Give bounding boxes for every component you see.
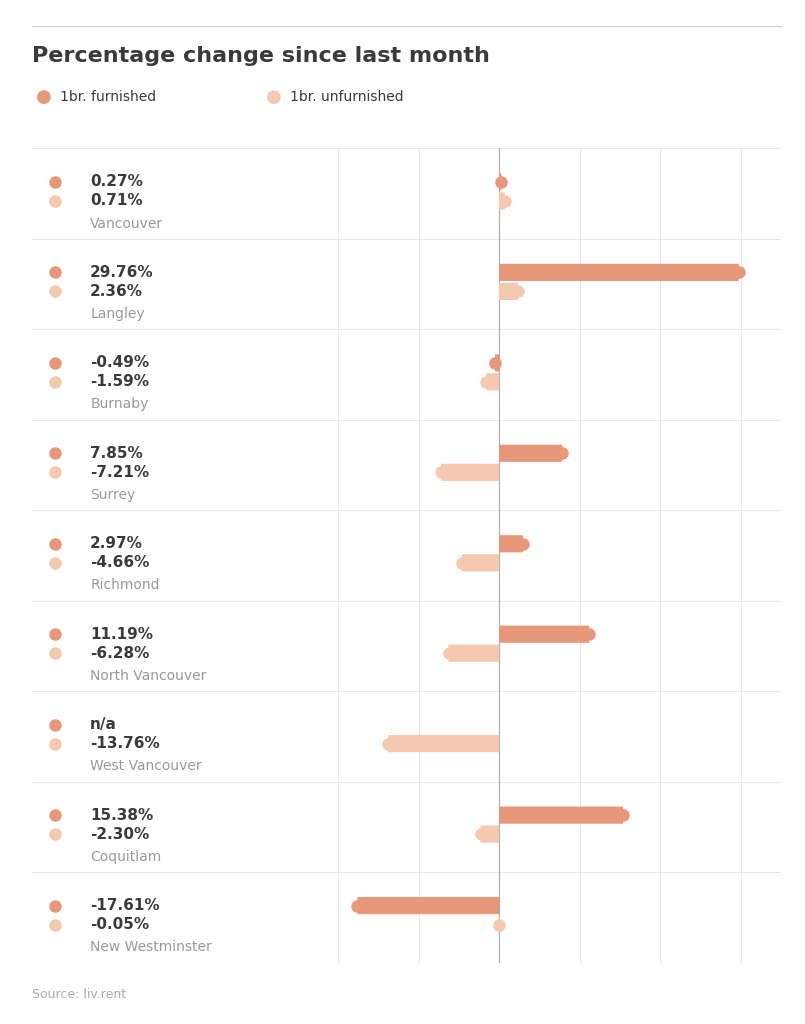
FancyBboxPatch shape (481, 825, 499, 843)
Text: Vancouver: Vancouver (90, 216, 163, 230)
FancyBboxPatch shape (499, 536, 523, 552)
FancyBboxPatch shape (486, 374, 499, 390)
Text: 0.27%: 0.27% (90, 174, 143, 189)
FancyBboxPatch shape (461, 554, 499, 571)
Text: 0.71%: 0.71% (90, 194, 142, 209)
Text: 15.38%: 15.38% (90, 808, 154, 822)
Text: North Vancouver: North Vancouver (90, 669, 207, 683)
Text: 1br. furnished: 1br. furnished (60, 90, 156, 104)
Text: 2.36%: 2.36% (90, 284, 143, 299)
Text: -7.21%: -7.21% (90, 465, 149, 480)
Text: 7.85%: 7.85% (90, 445, 143, 461)
Text: Burnaby: Burnaby (90, 397, 149, 412)
FancyBboxPatch shape (499, 264, 739, 281)
Text: -2.30%: -2.30% (90, 826, 150, 842)
Text: Richmond: Richmond (90, 579, 159, 592)
Text: Surrey: Surrey (90, 487, 135, 502)
Text: Coquitlam: Coquitlam (90, 850, 162, 863)
FancyBboxPatch shape (441, 464, 499, 481)
FancyBboxPatch shape (357, 897, 499, 914)
Text: ●: ● (266, 88, 282, 106)
Text: 11.19%: 11.19% (90, 627, 153, 642)
FancyBboxPatch shape (499, 807, 623, 823)
FancyBboxPatch shape (499, 626, 589, 643)
FancyBboxPatch shape (495, 354, 499, 372)
FancyBboxPatch shape (499, 173, 502, 190)
Text: -0.49%: -0.49% (90, 355, 149, 371)
FancyBboxPatch shape (499, 444, 563, 462)
Text: 29.76%: 29.76% (90, 265, 154, 280)
Text: West Vancouver: West Vancouver (90, 759, 202, 773)
Text: -0.05%: -0.05% (90, 918, 149, 932)
Text: Source: liv.rent: Source: liv.rent (32, 988, 126, 1001)
Text: -17.61%: -17.61% (90, 898, 159, 913)
Text: Percentage change since last month: Percentage change since last month (32, 46, 490, 67)
Text: Langley: Langley (90, 307, 145, 321)
Text: -1.59%: -1.59% (90, 375, 149, 389)
Text: -13.76%: -13.76% (90, 736, 160, 752)
FancyBboxPatch shape (499, 283, 518, 300)
Text: n/a: n/a (90, 717, 117, 732)
Text: New Westminster: New Westminster (90, 940, 212, 954)
Text: -4.66%: -4.66% (90, 555, 150, 570)
Text: ●: ● (36, 88, 52, 106)
Text: 2.97%: 2.97% (90, 537, 143, 551)
Text: -6.28%: -6.28% (90, 646, 150, 660)
FancyBboxPatch shape (388, 735, 499, 753)
FancyBboxPatch shape (499, 193, 505, 210)
FancyBboxPatch shape (448, 645, 499, 662)
Text: 1br. unfurnished: 1br. unfurnished (290, 90, 403, 104)
